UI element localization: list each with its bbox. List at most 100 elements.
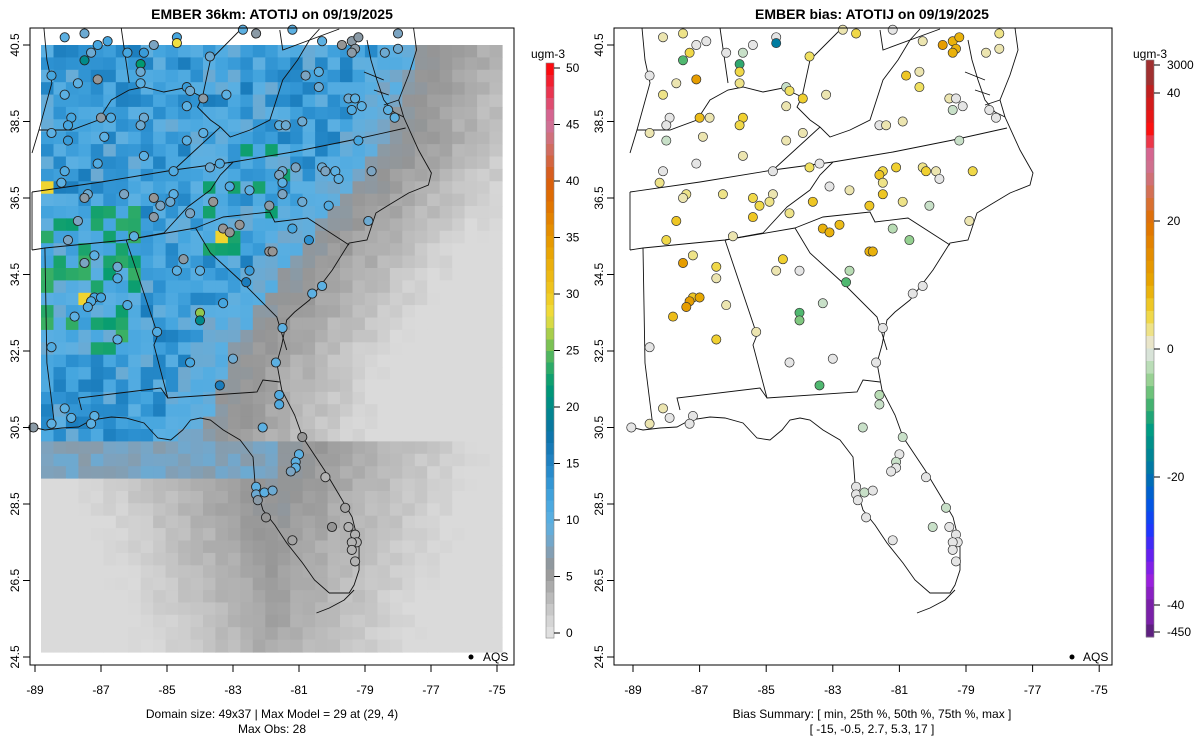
grid-cell (153, 503, 167, 517)
grid-cell (128, 639, 142, 653)
obs-site-marker (317, 280, 328, 292)
bias-site-marker (859, 487, 870, 498)
grid-cell (203, 168, 217, 182)
grid-cell (190, 404, 204, 418)
grid-cell (315, 441, 329, 455)
grid-cell (65, 329, 79, 343)
grid-cell (227, 292, 241, 306)
grid-cell (128, 577, 142, 591)
grid-cell (190, 478, 204, 492)
obs-site-marker (392, 28, 404, 39)
grid-cell (265, 503, 279, 517)
grid-cell (165, 627, 179, 641)
grid-cell (489, 354, 503, 368)
colorbar-segment (546, 304, 554, 317)
colorbar-segment (1146, 260, 1154, 274)
grid-cell (227, 441, 241, 455)
grid-cell (215, 131, 229, 145)
grid-cell (65, 255, 79, 269)
obs-site-marker (178, 254, 189, 265)
grid-cell (352, 441, 366, 455)
grid-cell (277, 255, 291, 269)
grid-cell (290, 243, 304, 257)
bias-site-marker (727, 231, 738, 242)
obs-site-marker (185, 208, 196, 219)
grid-cell (103, 206, 117, 219)
x-tick-label: -75 (1091, 683, 1109, 697)
grid-cell (327, 565, 341, 579)
grid-cell (178, 590, 192, 604)
grid-cell (302, 577, 316, 591)
grid-cell (103, 404, 117, 418)
grid-cell (402, 230, 416, 244)
grid-cell (352, 144, 366, 158)
obs-site-marker (79, 28, 90, 39)
grid-cell (352, 317, 366, 331)
grid-cell (252, 156, 266, 170)
obs-site-marker (346, 104, 357, 116)
grid-cell (427, 119, 441, 133)
obs-site-marker (185, 85, 196, 96)
grid-cell (377, 453, 391, 467)
x-tick-label: -81 (891, 683, 909, 697)
grid-cell (165, 280, 179, 294)
grid-cell (327, 317, 341, 331)
grid-cell (165, 565, 179, 579)
grid-cell (78, 614, 92, 628)
grid-cell (315, 391, 329, 405)
grid-cell (265, 540, 279, 554)
obs-site-marker (59, 32, 70, 43)
grid-cell (240, 292, 254, 306)
grid-cell (439, 119, 453, 133)
grid-cell (427, 268, 441, 281)
obs-site-marker (59, 403, 70, 414)
obs-site-marker (333, 173, 344, 184)
grid-cell (340, 391, 354, 405)
grid-cell (115, 280, 129, 294)
grid-cell (190, 144, 204, 158)
grid-cell (327, 391, 341, 405)
grid-cell (352, 218, 366, 232)
grid-cell (464, 317, 478, 331)
grid-cell (252, 268, 266, 281)
grid-cell (364, 342, 378, 356)
bias-site-marker (687, 250, 698, 261)
grid-cell (165, 515, 179, 529)
grid-cell (464, 255, 478, 269)
colorbar-segment (1146, 110, 1154, 124)
y-tick-label: 40.5 (592, 33, 606, 57)
grid-cell (427, 491, 441, 504)
grid-cell (439, 441, 453, 455)
bias-site-marker (914, 66, 925, 77)
grid-cell (427, 354, 441, 368)
grid-cell (227, 503, 241, 517)
left-plot-frame (29, 27, 515, 666)
grid-cell (402, 69, 416, 83)
grid-cell (252, 69, 266, 83)
grid-cell (290, 379, 304, 393)
grid-cell (315, 305, 329, 319)
grid-cell (227, 342, 241, 356)
grid-cell (190, 218, 204, 232)
obs-site-marker (155, 200, 166, 211)
grid-cell (414, 82, 428, 96)
grid-cell (115, 577, 129, 591)
grid-cell (464, 614, 478, 628)
bias-site-marker (941, 502, 951, 513)
grid-cell (178, 602, 192, 616)
grid-cell (203, 367, 217, 381)
bias-site-marker (874, 399, 885, 410)
grid-cell (265, 342, 279, 356)
grid-cell (477, 168, 491, 182)
grid-cell (240, 144, 254, 158)
obs-site-marker (350, 556, 361, 567)
grid-cell (153, 94, 167, 108)
grid-cell (240, 416, 254, 430)
grid-cell (402, 168, 416, 182)
grid-cell (203, 528, 217, 542)
grid-cell (402, 329, 416, 343)
colorbar-segment (546, 419, 554, 432)
grid-cell (402, 404, 416, 418)
obs-site-marker (366, 166, 377, 177)
grid-cell (290, 292, 304, 306)
